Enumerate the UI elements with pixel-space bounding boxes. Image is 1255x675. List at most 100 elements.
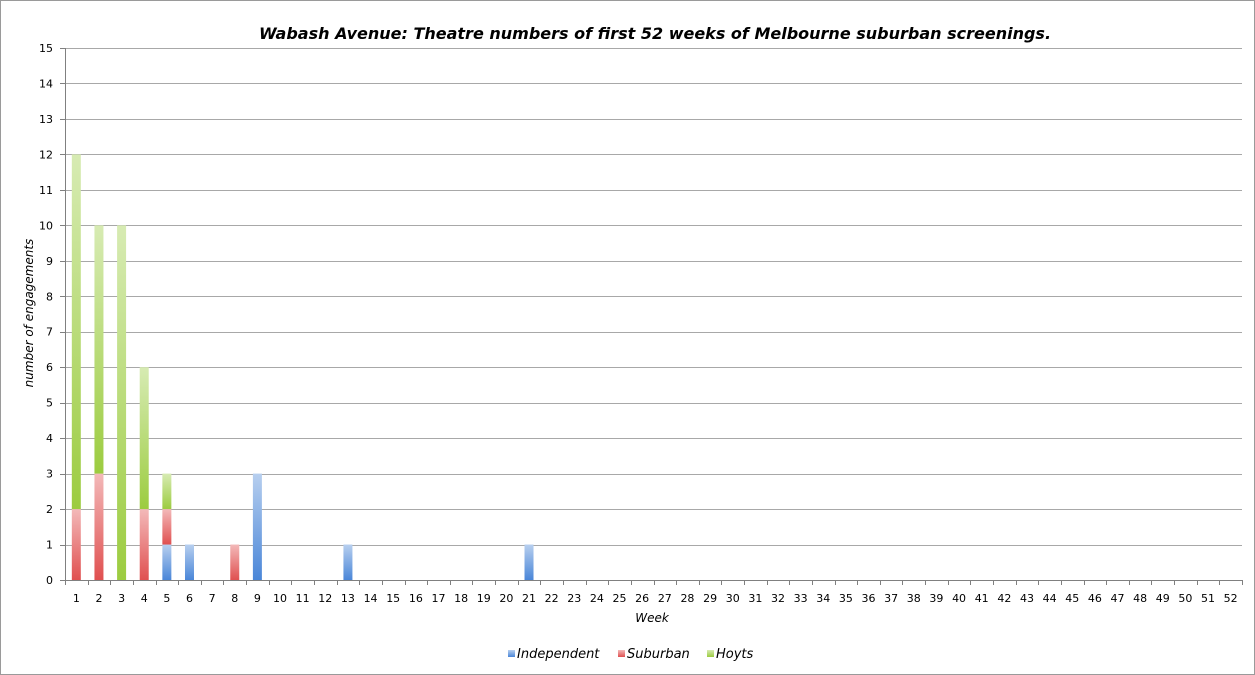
bar-hoyts-week-5 xyxy=(162,473,172,510)
legend-swatch xyxy=(508,650,515,657)
y-tick-label: 3 xyxy=(46,468,53,481)
x-tick-label: 52 xyxy=(1224,592,1238,605)
bar-suburban-week-8 xyxy=(230,544,240,580)
x-tick-label: 27 xyxy=(658,592,672,605)
gridlines xyxy=(65,48,1242,546)
y-tick-label: 5 xyxy=(46,397,53,410)
chart-title: Wabash Avenue: Theatre numbers of first … xyxy=(259,24,1051,43)
legend-item-independent: Independent xyxy=(508,647,600,662)
x-tick-label: 17 xyxy=(431,592,445,605)
y-tick-label: 11 xyxy=(39,184,53,197)
x-tick-label: 35 xyxy=(839,592,853,605)
y-tick-label: 7 xyxy=(46,326,53,339)
x-tick-label: 31 xyxy=(748,592,762,605)
legend-item-suburban: Suburban xyxy=(618,647,690,662)
x-tick-label: 18 xyxy=(454,592,468,605)
x-tick-label: 11 xyxy=(296,592,310,605)
x-tick-label: 36 xyxy=(862,592,876,605)
y-tick-label: 15 xyxy=(39,42,53,55)
legend-label: Suburban xyxy=(627,647,690,662)
x-tick-label: 44 xyxy=(1043,592,1057,605)
x-tick-label: 10 xyxy=(273,592,287,605)
bar-suburban-week-4 xyxy=(139,509,149,580)
x-tick-label: 29 xyxy=(703,592,717,605)
x-tick-label: 23 xyxy=(567,592,581,605)
x-tick-label: 47 xyxy=(1111,592,1125,605)
x-tick-label: 1 xyxy=(73,592,80,605)
x-tick-label: 20 xyxy=(499,592,513,605)
x-tick-label: 24 xyxy=(590,592,604,605)
bar-suburban-week-5 xyxy=(162,509,172,545)
legend-label: Independent xyxy=(517,647,600,662)
legend-item-hoyts: Hoyts xyxy=(707,647,754,662)
y-tick-label: 13 xyxy=(39,113,53,126)
y-tick-label: 9 xyxy=(46,255,53,268)
x-tick-label: 33 xyxy=(794,592,808,605)
legend-swatch xyxy=(707,650,714,657)
x-axis-title: Week xyxy=(635,611,670,625)
x-tick-label: 43 xyxy=(1020,592,1034,605)
y-tick-label: 0 xyxy=(46,574,53,587)
x-tick-label: 34 xyxy=(816,592,830,605)
bar-hoyts-week-3 xyxy=(117,225,127,580)
x-tick-label: 12 xyxy=(318,592,332,605)
y-tick-label: 4 xyxy=(46,432,53,445)
axes xyxy=(60,48,1243,585)
bar-independent-week-13 xyxy=(343,544,353,580)
legend-label: Hoyts xyxy=(716,647,754,662)
x-tick-label: 32 xyxy=(771,592,785,605)
x-tick-label: 15 xyxy=(386,592,400,605)
bar-suburban-week-2 xyxy=(94,473,104,580)
x-tick-label: 2 xyxy=(95,592,102,605)
bar-hoyts-week-2 xyxy=(94,225,104,474)
bar-suburban-week-1 xyxy=(71,509,81,580)
x-tick-label: 8 xyxy=(231,592,238,605)
x-tick-label: 9 xyxy=(254,592,261,605)
x-tick-label: 3 xyxy=(118,592,125,605)
bar-independent-week-21 xyxy=(524,544,534,580)
y-tick-label: 12 xyxy=(39,148,53,161)
x-tick-label: 14 xyxy=(364,592,378,605)
x-tick-label: 22 xyxy=(545,592,559,605)
x-tick-label: 46 xyxy=(1088,592,1102,605)
x-tick-label: 30 xyxy=(726,592,740,605)
x-tick-label: 28 xyxy=(680,592,694,605)
x-tick-label: 19 xyxy=(477,592,491,605)
x-tick-label: 6 xyxy=(186,592,193,605)
y-tick-label: 2 xyxy=(46,503,53,516)
y-tick-label: 1 xyxy=(46,539,53,552)
bars xyxy=(71,154,534,580)
x-tick-label: 16 xyxy=(409,592,423,605)
x-tick-label: 48 xyxy=(1133,592,1147,605)
x-tick-label: 45 xyxy=(1065,592,1079,605)
x-tick-label: 50 xyxy=(1178,592,1192,605)
x-tick-label: 49 xyxy=(1156,592,1170,605)
bar-hoyts-week-4 xyxy=(139,367,149,510)
bar-independent-week-9 xyxy=(252,473,262,580)
bar-hoyts-week-1 xyxy=(71,154,81,510)
x-tick-label: 39 xyxy=(929,592,943,605)
x-tick-label: 40 xyxy=(952,592,966,605)
x-tick-label: 38 xyxy=(907,592,921,605)
x-tick-label: 7 xyxy=(209,592,216,605)
y-axis-title: number of engagements xyxy=(22,239,36,388)
y-tick-label: 6 xyxy=(46,361,53,374)
x-tick-labels: 1 2 3 4 5 6 7 8 9 10 11 12 13 14 15 16 17 18 19 20 21 22 23 24 2… xyxy=(73,592,1238,605)
x-tick-label: 25 xyxy=(613,592,627,605)
x-tick-label: 4 xyxy=(141,592,148,605)
x-tick-label: 37 xyxy=(884,592,898,605)
bar-independent-week-6 xyxy=(184,544,194,580)
x-tick-label: 41 xyxy=(975,592,989,605)
legend: Independent Suburban Hoyts xyxy=(508,647,754,662)
legend-swatch xyxy=(618,650,625,657)
x-tick-label: 13 xyxy=(341,592,355,605)
y-tick-label: 8 xyxy=(46,290,53,303)
y-tick-label: 14 xyxy=(39,77,53,90)
x-tick-label: 42 xyxy=(997,592,1011,605)
y-tick-label: 10 xyxy=(39,219,53,232)
x-tick-label: 21 xyxy=(522,592,536,605)
x-tick-label: 51 xyxy=(1201,592,1215,605)
